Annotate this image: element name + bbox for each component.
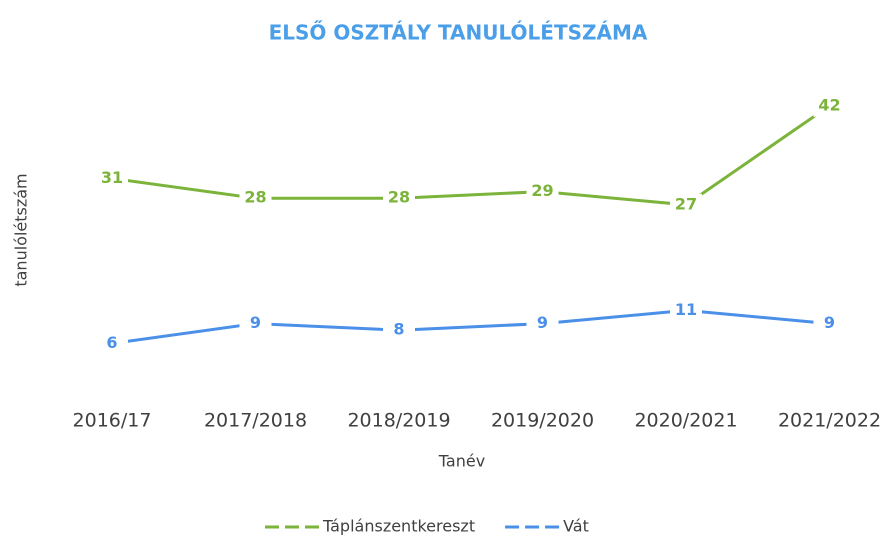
data-label: 11 (675, 300, 697, 319)
data-label: 9 (250, 313, 261, 332)
data-label: 42 (818, 95, 840, 114)
data-label: 9 (537, 313, 548, 332)
data-label: 29 (531, 181, 553, 200)
x-tick-label: 2016/17 (73, 410, 152, 432)
chart-title: ELSŐ OSZTÁLY TANULÓLÉTSZÁMA (269, 21, 648, 45)
label-bg (670, 299, 702, 322)
label-bg (670, 193, 702, 216)
y-axis-title: tanulólétszám (12, 173, 31, 286)
legend-label: Táplánszentkereszt (322, 517, 475, 536)
x-axis-title: Tanév (438, 452, 485, 471)
legend-label: Vát (563, 517, 589, 536)
label-bg (239, 187, 272, 210)
label-bg (96, 167, 128, 190)
label-bg (239, 312, 272, 335)
label-bg (526, 180, 559, 203)
label-bg (383, 319, 415, 342)
data-label: 9 (824, 313, 835, 332)
data-label: 28 (388, 188, 410, 207)
data-label: 27 (675, 194, 697, 213)
label-bg (813, 94, 846, 117)
label-bg (526, 312, 559, 335)
label-bg (96, 332, 128, 355)
data-label: 8 (393, 320, 404, 339)
x-tick-label: 2021/2022 (778, 410, 881, 432)
data-label: 31 (101, 168, 123, 187)
data-label: 28 (244, 188, 266, 207)
label-bg (383, 187, 415, 210)
x-tick-label: 2018/2019 (347, 410, 450, 432)
x-tick-label: 2020/2021 (634, 410, 737, 432)
x-tick-label: 2017/2018 (204, 410, 307, 432)
series-line (111, 104, 831, 207)
x-tick-label: 2019/2020 (491, 410, 594, 432)
data-label: 6 (106, 333, 117, 352)
label-bg (813, 312, 846, 335)
series-line (111, 308, 830, 345)
